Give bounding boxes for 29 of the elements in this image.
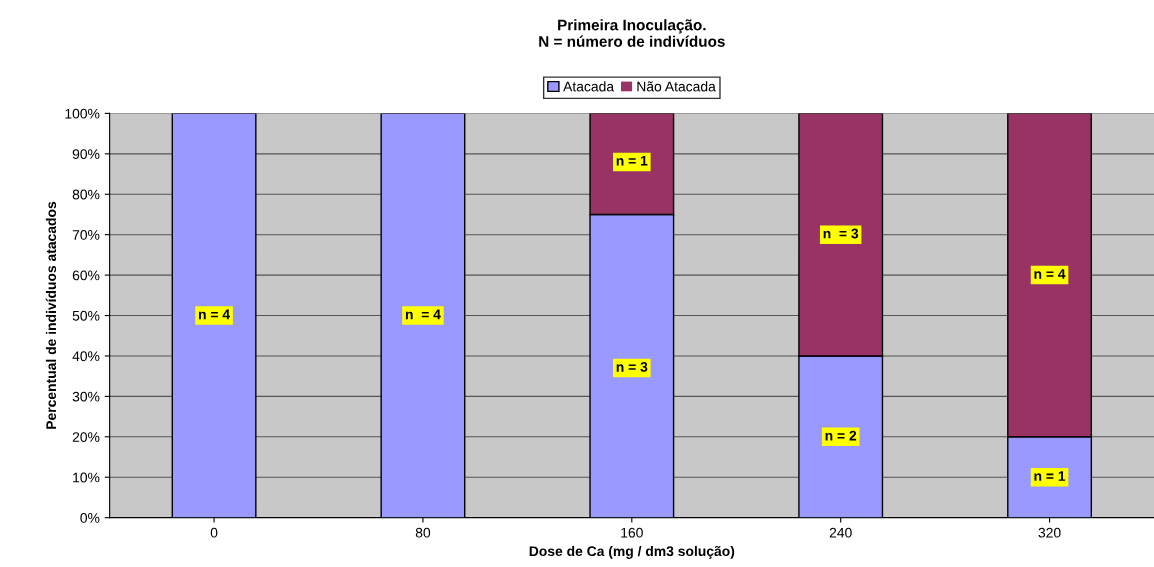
x-tick-label: 80 <box>415 527 431 538</box>
y-tick-label: 10% <box>73 472 100 483</box>
x-tick-label: 0 <box>210 527 218 538</box>
legend-label: Atacada <box>563 81 615 92</box>
y-axis-title: Percentual de indivíduos atacados <box>45 201 57 429</box>
annotation: n = 4 <box>198 309 231 320</box>
x-tick-label: 160 <box>621 527 643 538</box>
y-tick-label: 40% <box>72 351 100 362</box>
x-tick-label: 240 <box>829 527 852 538</box>
x-axis-title: Dose de Ca (mg / dm3 solução) <box>529 545 735 559</box>
annotation: n = 2 <box>825 430 857 441</box>
y-tick-label: 70% <box>72 230 100 240</box>
chart-title: Primeira Inoculação. N = número de indivíduos <box>539 19 725 47</box>
y-tick-label: 90% <box>72 149 100 159</box>
y-tick-label: 0% <box>80 513 100 523</box>
annotation: n = 4 <box>405 309 441 320</box>
y-tick-label: 80% <box>72 189 100 200</box>
x-tick-label: 320 <box>1038 527 1061 538</box>
y-tick-label: 100% <box>65 108 100 119</box>
annotation: n = 1 <box>616 155 648 166</box>
annotation: n = 1 <box>1034 471 1066 481</box>
annotation: n = 4 <box>1034 269 1066 279</box>
y-tick-label: 60% <box>72 270 100 281</box>
y-tick-label: 20% <box>72 432 100 442</box>
y-tick-label: 30% <box>72 391 100 402</box>
y-tick-label: 50% <box>72 310 100 321</box>
legend-label: Não Atacada <box>637 81 716 92</box>
annotation: n = 3 <box>616 361 648 372</box>
annotation: n = 3 <box>823 228 859 239</box>
